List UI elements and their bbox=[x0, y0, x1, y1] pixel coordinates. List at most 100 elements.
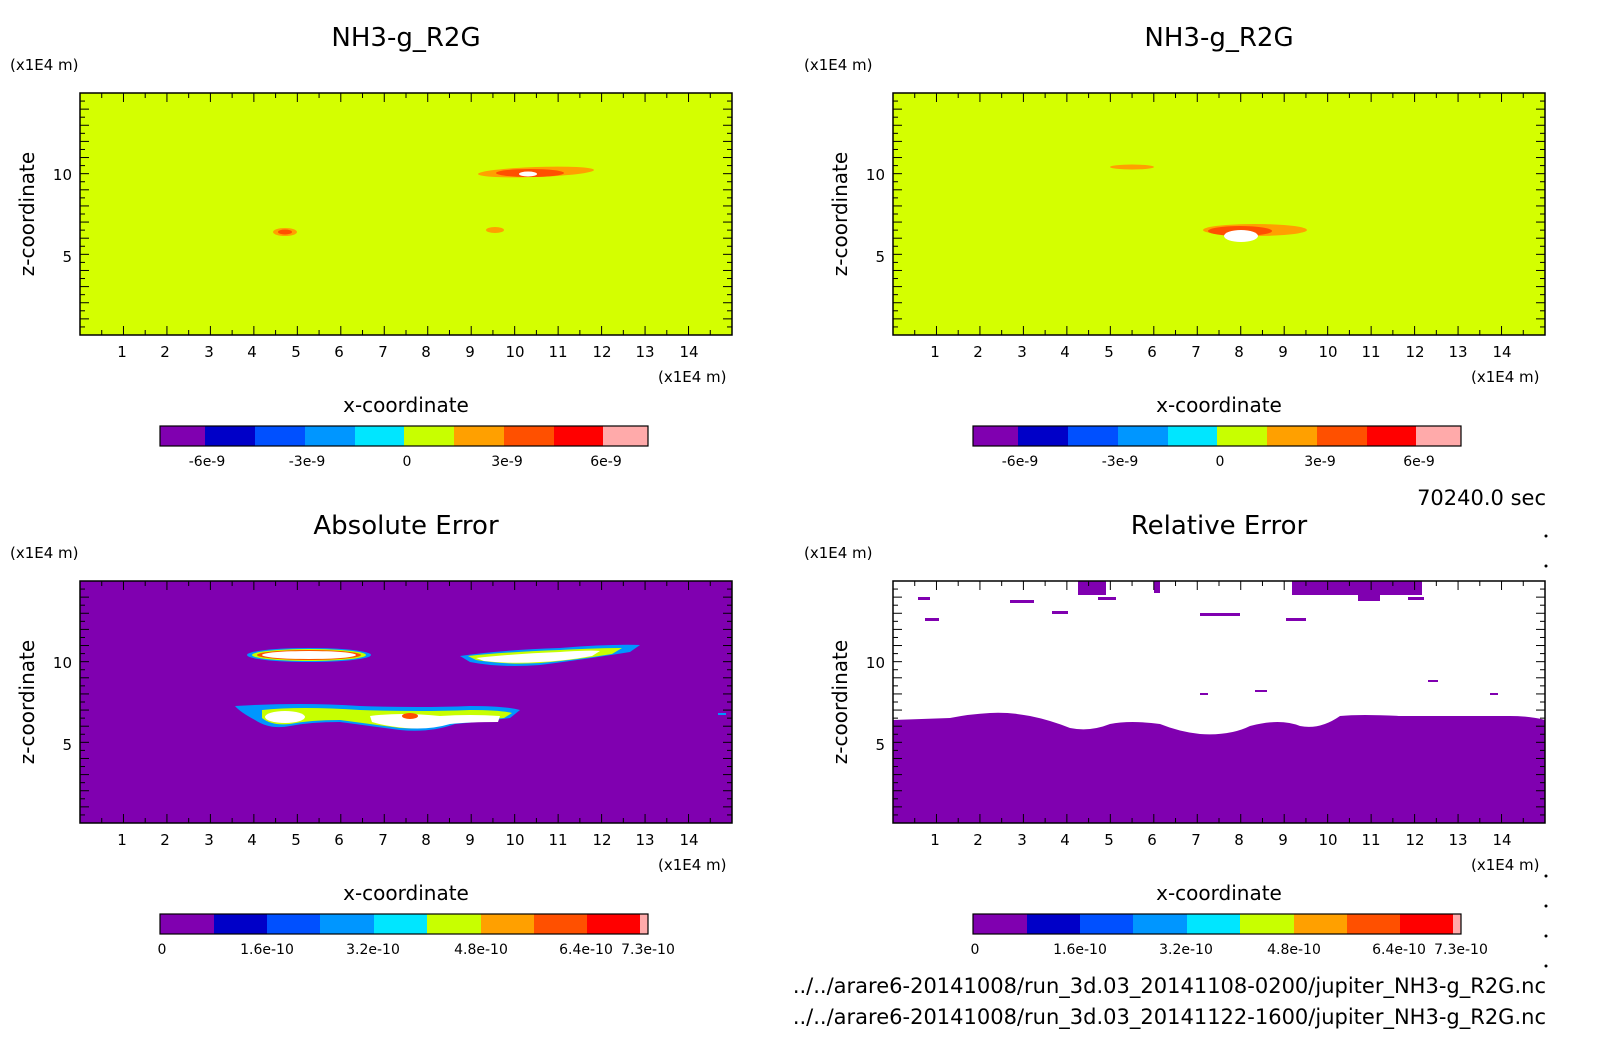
z-axis-label: z-coordinate bbox=[15, 640, 39, 764]
z-unit-label: (x1E4 m) bbox=[804, 544, 873, 562]
plot-background bbox=[80, 581, 732, 823]
x-tick-label: 6 bbox=[1147, 831, 1157, 849]
x-tick-label: 5 bbox=[291, 343, 301, 361]
x-tick-label: 10 bbox=[505, 831, 524, 849]
x-tick-label: 6 bbox=[1147, 343, 1157, 361]
colorbar-swatch bbox=[504, 426, 554, 446]
x-tick-label: 7 bbox=[378, 343, 388, 361]
colorbar-swatch bbox=[1416, 426, 1461, 446]
colorbar-swatch bbox=[214, 914, 267, 934]
z-unit-label: (x1E4 m) bbox=[10, 56, 79, 74]
axis-ticks bbox=[893, 581, 1545, 823]
x-tick-label: 8 bbox=[421, 831, 431, 849]
colorbar-label: 6.4e-10 bbox=[1372, 942, 1426, 958]
file-path-1: ../../arare6-20141008/run_3d.03_20141108… bbox=[793, 974, 1546, 999]
z-unit-label: (x1E4 m) bbox=[10, 544, 79, 562]
x-tick-labels: 1 2 3 4 5 6 7 8 9 10 11 12 13 14 bbox=[117, 343, 698, 361]
colorbar-frame bbox=[972, 425, 1462, 447]
colorbar-swatch bbox=[640, 914, 648, 934]
colorbar-swatch bbox=[1027, 914, 1080, 934]
colorbar-swatch bbox=[973, 426, 1018, 446]
z-axis-label: z-coordinate bbox=[15, 152, 39, 276]
x-unit-label: (x1E4 m) bbox=[1471, 856, 1540, 874]
x-tick-label: 10 bbox=[505, 343, 524, 361]
colorbar-label: -3e-9 bbox=[289, 454, 326, 470]
colorbar-swatch bbox=[973, 914, 1027, 934]
x-tick-label: 13 bbox=[1448, 343, 1467, 361]
colorbar-label: 4.8e-10 bbox=[454, 942, 508, 958]
z-tick-label: 5 bbox=[875, 248, 885, 266]
colorbar-label: 3e-9 bbox=[1304, 454, 1335, 470]
colorbar-swatch bbox=[534, 914, 587, 934]
panel-title: Absolute Error bbox=[313, 511, 499, 541]
x-axis-label: x-coordinate bbox=[1156, 393, 1282, 417]
colorbar bbox=[159, 425, 649, 447]
x-tick-label: 14 bbox=[679, 831, 698, 849]
panel-title: NH3-g_R2G bbox=[1144, 23, 1293, 53]
colorbar-labels: 0 1.6e-10 3.2e-10 4.8e-10 6.4e-10 7.3e-1… bbox=[158, 942, 675, 958]
colorbar-label: 4.8e-10 bbox=[1267, 942, 1321, 958]
time-label: 70240.0 sec bbox=[1417, 486, 1546, 510]
contour-features bbox=[1110, 164, 1307, 242]
z-tick-label: 10 bbox=[53, 654, 72, 672]
x-tick-label: 5 bbox=[1104, 343, 1114, 361]
colorbar-swatch bbox=[1453, 914, 1461, 934]
colorbar-swatch bbox=[1018, 426, 1068, 446]
x-tick-label: 12 bbox=[1405, 831, 1424, 849]
x-tick-label: 7 bbox=[1191, 831, 1201, 849]
colorbar-label: 6e-9 bbox=[1403, 454, 1434, 470]
contour-features bbox=[893, 581, 1545, 735]
x-tick-label: 10 bbox=[1318, 831, 1337, 849]
x-tick-label: 1 bbox=[930, 831, 940, 849]
colorbar-swatch bbox=[481, 914, 534, 934]
colorbar-label: -6e-9 bbox=[1002, 454, 1039, 470]
colorbar-swatch bbox=[603, 426, 648, 446]
colorbar-swatch bbox=[1133, 914, 1187, 934]
colorbar-swatch bbox=[1080, 914, 1133, 934]
colorbar-swatch bbox=[1217, 426, 1267, 446]
z-unit-label: (x1E4 m) bbox=[804, 56, 873, 74]
z-tick-label: 10 bbox=[866, 166, 885, 184]
x-tick-label: 8 bbox=[421, 343, 431, 361]
x-tick-label: 7 bbox=[378, 831, 388, 849]
x-tick-label: 6 bbox=[334, 343, 344, 361]
colorbar-swatch bbox=[554, 426, 603, 446]
x-tick-label: 10 bbox=[1318, 343, 1337, 361]
x-tick-label: 3 bbox=[1017, 831, 1027, 849]
x-tick-label: 4 bbox=[247, 343, 257, 361]
colorbar bbox=[159, 913, 649, 935]
x-tick-label: 8 bbox=[1234, 343, 1244, 361]
x-tick-label: 2 bbox=[973, 343, 983, 361]
x-axis-label: x-coordinate bbox=[343, 881, 469, 905]
x-tick-labels: 1 2 3 4 5 6 7 8 9 10 11 12 13 14 bbox=[930, 343, 1511, 361]
x-tick-label: 11 bbox=[1361, 343, 1380, 361]
z-axis-label: z-coordinate bbox=[828, 640, 852, 764]
x-tick-labels: 1 2 3 4 5 6 7 8 9 10 11 12 13 14 bbox=[117, 831, 698, 849]
colorbar-frame bbox=[159, 913, 649, 935]
x-tick-label: 1 bbox=[930, 343, 940, 361]
x-tick-label: 9 bbox=[465, 343, 475, 361]
colorbar bbox=[972, 913, 1462, 935]
z-tick-label: 10 bbox=[866, 654, 885, 672]
x-tick-label: 4 bbox=[1060, 831, 1070, 849]
x-tick-label: 8 bbox=[1234, 831, 1244, 849]
x-tick-label: 3 bbox=[1017, 343, 1027, 361]
x-tick-label: 13 bbox=[1448, 831, 1467, 849]
file-path-2: ../../arare6-20141008/run_3d.03_20141122… bbox=[793, 1005, 1546, 1030]
colorbar-label: 7.3e-10 bbox=[621, 942, 675, 958]
colorbar-swatch bbox=[320, 914, 374, 934]
x-tick-label: 4 bbox=[1060, 343, 1070, 361]
colorbar-swatch bbox=[305, 426, 355, 446]
x-tick-label: 12 bbox=[592, 831, 611, 849]
x-unit-label: (x1E4 m) bbox=[658, 856, 727, 874]
colorbar-frame bbox=[972, 913, 1462, 935]
x-tick-label: 2 bbox=[973, 831, 983, 849]
colorbar-swatch bbox=[160, 914, 214, 934]
axis-ticks bbox=[80, 93, 732, 335]
colorbar-label: 0 bbox=[971, 942, 980, 958]
colorbar-swatch bbox=[587, 914, 640, 934]
x-tick-label: 12 bbox=[1405, 343, 1424, 361]
colorbar-labels: -6e-9 -3e-9 0 3e-9 6e-9 bbox=[189, 454, 622, 470]
colorbar-label: -3e-9 bbox=[1102, 454, 1139, 470]
